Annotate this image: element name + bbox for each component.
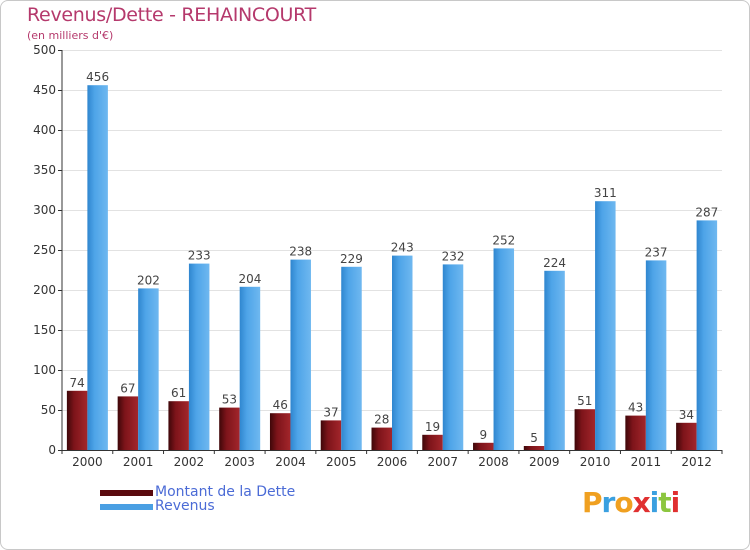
logo-letter: r: [601, 486, 616, 519]
data-label-debt: 61: [171, 386, 186, 400]
data-label-debt: 53: [222, 393, 237, 407]
bar-revenue: [138, 288, 159, 450]
data-label-revenue: 287: [695, 205, 718, 219]
bar-debt: [371, 427, 392, 450]
x-tick-label: 2007: [427, 455, 458, 469]
bars: [66, 85, 718, 450]
bar-revenue: [493, 248, 515, 450]
logo-letter: t: [658, 486, 671, 519]
x-tick-label: 2002: [174, 455, 205, 469]
x-tick-label: 2000: [72, 455, 103, 469]
legend-label-revenue: Revenus: [155, 498, 215, 514]
bar-revenue: [696, 220, 718, 450]
y-tick-label: 0: [48, 443, 56, 457]
x-tick-label: 2009: [529, 455, 560, 469]
legend-label-debt: Montant de la Dette: [155, 484, 296, 500]
data-label-revenue: 243: [391, 241, 414, 255]
x-tick-label: 2012: [681, 455, 712, 469]
bar-revenue: [544, 270, 565, 450]
y-tick-label: 100: [33, 363, 56, 377]
logo-letter: i: [649, 486, 660, 519]
y-tick-label: 250: [33, 243, 56, 257]
data-label-revenue: 204: [238, 272, 261, 286]
bar-debt: [219, 407, 240, 450]
bar-debt: [676, 422, 697, 450]
data-label-revenue: 311: [594, 186, 617, 200]
data-label-debt: 67: [120, 381, 135, 395]
y-tick-label: 500: [33, 43, 56, 57]
data-label-debt: 28: [374, 413, 389, 427]
data-label-revenue: 238: [289, 245, 312, 259]
y-tick-label: 150: [33, 323, 56, 337]
x-tick-label: 2006: [377, 455, 408, 469]
y-tick-label: 50: [41, 403, 56, 417]
bar-debt: [66, 390, 88, 450]
data-label-revenue: 232: [442, 249, 465, 263]
bar-revenue: [188, 263, 210, 450]
bar-revenue: [595, 201, 616, 450]
data-label-debt: 51: [577, 394, 592, 408]
data-label-debt: 43: [628, 401, 643, 415]
data-labels: 74 456 67 202 61 233 53 204 46 238 37 229 28 243 19 232…: [69, 70, 718, 445]
logo-letter: x: [632, 486, 651, 519]
legend-swatch-revenue: [100, 504, 153, 510]
bar-debt: [574, 409, 596, 450]
x-axis-ticks: 2000 2001 2002 2003 2004 2005 2006 2007 2008 2009…: [61, 450, 723, 469]
y-axis-ticks: 0 50 100 150 200 250 300 350 400 450 500: [33, 43, 62, 457]
data-label-debt: 34: [679, 408, 694, 422]
y-tick-label: 300: [33, 203, 56, 217]
x-tick-label: 2004: [275, 455, 306, 469]
logo-letter: o: [614, 486, 633, 519]
chart-title: Revenus/Dette - REHAINCOURT: [27, 4, 316, 26]
bar-debt: [422, 434, 443, 450]
data-label-revenue: 224: [543, 256, 566, 270]
legend-swatch-debt: [100, 490, 153, 496]
bar-debt: [168, 401, 189, 450]
bar-debt: [320, 420, 342, 450]
bar-debt: [523, 446, 545, 450]
chart-subtitle: (en milliers d'€): [27, 29, 114, 42]
bar-revenue: [392, 255, 413, 450]
y-tick-label: 400: [33, 123, 56, 137]
data-label-revenue: 229: [340, 252, 363, 266]
data-label-debt: 5: [530, 431, 538, 445]
bar-debt: [269, 413, 291, 450]
data-label-revenue: 456: [86, 70, 109, 84]
bar-revenue: [239, 286, 261, 450]
bar-debt: [117, 396, 139, 450]
bar-revenue: [87, 85, 108, 450]
x-tick-label: 2003: [224, 455, 255, 469]
y-tick-label: 350: [33, 163, 56, 177]
x-tick-label: 2008: [478, 455, 509, 469]
data-label-debt: 46: [273, 398, 288, 412]
bar-debt: [473, 442, 494, 450]
logo-letter: P: [582, 486, 603, 519]
bar-revenue: [341, 266, 362, 450]
data-label-debt: 19: [425, 420, 440, 434]
data-label-debt: 37: [323, 405, 338, 419]
bar-debt: [625, 415, 646, 450]
data-label-revenue: 237: [645, 245, 668, 259]
x-tick-label: 2001: [123, 455, 154, 469]
data-label-revenue: 233: [188, 249, 211, 263]
y-tick-label: 450: [33, 83, 56, 97]
data-label-debt: 9: [479, 428, 487, 442]
x-tick-label: 2011: [631, 455, 662, 469]
bar-revenue: [645, 260, 667, 450]
x-tick-label: 2005: [326, 455, 357, 469]
bar-revenue: [290, 259, 311, 450]
proxiti-logo: Proxiti: [582, 486, 681, 519]
bar-revenue: [442, 264, 464, 450]
y-tick-label: 200: [33, 283, 56, 297]
x-tick-label: 2010: [580, 455, 611, 469]
data-label-revenue: 252: [492, 233, 515, 247]
data-label-revenue: 202: [137, 273, 160, 287]
logo-letter: i: [670, 486, 681, 519]
data-label-debt: 74: [69, 376, 84, 390]
